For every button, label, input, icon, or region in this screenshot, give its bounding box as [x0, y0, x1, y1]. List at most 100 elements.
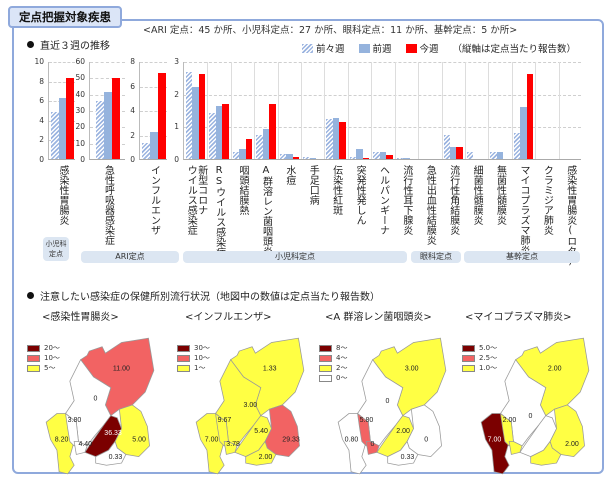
legend-note: （縦軸は定点当たり報告数）: [452, 44, 577, 55]
region-east: [114, 404, 150, 458]
bar-prev2: [279, 154, 287, 159]
bar-cur: [269, 104, 276, 159]
y-tick-label: 4: [39, 115, 44, 125]
category-label: 急性出血性結膜炎: [424, 165, 436, 245]
prefecture-map: 3.00 0 5.80 0.80 0 2.00 0 0.33: [337, 337, 447, 475]
category-divider: [371, 62, 373, 159]
region-value: 29.33: [282, 437, 300, 444]
bar-cur: [112, 77, 120, 159]
map-legend-item: 1～: [177, 363, 210, 373]
bar-cur: [339, 122, 346, 159]
category-divider: [301, 62, 303, 159]
bullet-icon: [27, 292, 34, 299]
category-divider: [441, 62, 443, 159]
map-legend-item: 10～: [27, 353, 60, 363]
y-tick-label: 10: [34, 57, 44, 66]
legend-color-swatch-icon: [177, 344, 190, 352]
bar-cur: [526, 74, 534, 159]
legend-color-swatch-icon: [177, 364, 190, 372]
category-label: 流行性角結膜炎: [447, 165, 459, 235]
group-label-line1: 小児科: [45, 240, 67, 248]
map-legend-item: 2～: [319, 363, 347, 373]
gridline: [49, 62, 75, 63]
bar-cur: [245, 138, 253, 159]
bar-prev2: [396, 157, 404, 159]
group-label-ari: ARI定点: [81, 251, 179, 263]
region-midw2: [365, 441, 380, 455]
region-value: 7.00: [205, 437, 219, 444]
map-legend: 30～ 10～ 1～: [177, 343, 210, 373]
bar-prev1: [286, 154, 293, 159]
prefecture-map: 1.33 9.67 3.00 7.00 3.78 5.40 29.33 2.00: [195, 337, 305, 475]
bar-prev1: [520, 106, 527, 159]
y-tick-label: 2: [39, 135, 44, 145]
map-legend: 5.0～ 2.5～ 1.0～: [462, 343, 497, 373]
map-legend: 20～ 10～ 5～: [27, 343, 60, 373]
category-divider: [207, 62, 209, 159]
map-legend-item: 20～: [27, 343, 60, 353]
chart-legend: 前々週 前週 今週 （縦軸は定点当たり報告数）: [302, 41, 576, 55]
bar-prev2: [96, 101, 104, 159]
bar-prev2: [513, 132, 521, 159]
bar-prev1: [239, 149, 246, 159]
region-value: 3.00: [244, 402, 258, 409]
hatch-swatch-icon: [302, 43, 313, 53]
gridline: [49, 81, 75, 83]
group-label-pediatric: 小児科定点: [183, 251, 407, 263]
map-legend-label: 30～: [194, 344, 210, 352]
map-legend-label: 4～: [336, 354, 348, 362]
section-trend-heading: 直近３週の推移: [27, 37, 110, 52]
map-legend-item: 1.0～: [462, 363, 497, 373]
y-tick-label: 10: [75, 138, 85, 148]
map-title-influenza: <インフルエンザ>: [185, 312, 272, 323]
y-tick-label: 0: [174, 155, 179, 164]
region-value: 5.80: [360, 417, 374, 424]
region-se: [530, 440, 562, 466]
category-label: 無菌性髄膜炎: [494, 165, 506, 225]
category-divider: [535, 62, 537, 159]
y-tick-label: 0: [130, 155, 135, 164]
section-trend-title: 直近３週の推移: [40, 41, 110, 52]
category-label: 水痘: [283, 165, 295, 185]
legend-color-swatch-icon: [27, 364, 40, 372]
category-divider: [230, 62, 232, 159]
y-tick-label: 2: [130, 130, 135, 140]
bar-cur: [158, 73, 166, 159]
category-divider: [511, 62, 513, 159]
bar-prev2: [490, 152, 497, 159]
gridline: [140, 111, 167, 112]
bar-prev2: [209, 113, 216, 159]
section-map-title: 注意したい感染症の保健所別流行状況（地図中の数値は定点当たり報告数）: [40, 292, 380, 303]
map-title-gastroenteritis: <感染性胃腸炎>: [42, 312, 119, 323]
y-tick-label: 8: [130, 57, 135, 66]
group-label-core: 基幹定点: [464, 251, 580, 263]
y-tick-label: 30: [75, 106, 85, 115]
bar-prev1: [58, 98, 67, 159]
map-legend-label: 8～: [336, 344, 348, 352]
category-divider: [254, 62, 256, 159]
category-label: 突発性発しん: [354, 165, 366, 225]
category-divider: [464, 62, 466, 159]
bar-prev2: [51, 111, 59, 159]
category-label: 咽頭結膜熱: [237, 165, 249, 215]
map-legend-label: 1～: [194, 364, 206, 372]
plot-area: [183, 62, 581, 160]
map-legend-label: 2.5～: [479, 354, 498, 362]
bar-prev1: [496, 152, 504, 159]
region-value: 2.00: [565, 441, 579, 448]
map-legend-item: 5～: [27, 363, 60, 373]
region-value: 3.80: [68, 417, 82, 424]
region-se: [245, 440, 277, 466]
region-value: 2.00: [548, 365, 562, 372]
map-legend-label: 20～: [44, 344, 60, 352]
legend-current-label: 今週: [419, 44, 439, 55]
category-label: 流行性耳下腺炎: [400, 165, 412, 235]
region-east: [406, 404, 442, 458]
category-label: ヘルパンギーナ: [377, 165, 389, 235]
category-label: マイコプラズマ肺炎: [517, 165, 529, 255]
bar-prev1: [403, 157, 410, 159]
bar-prev2: [232, 151, 240, 159]
map-legend-label: 5～: [44, 364, 56, 372]
category-divider: [488, 62, 490, 159]
region-value: 0: [424, 437, 428, 444]
